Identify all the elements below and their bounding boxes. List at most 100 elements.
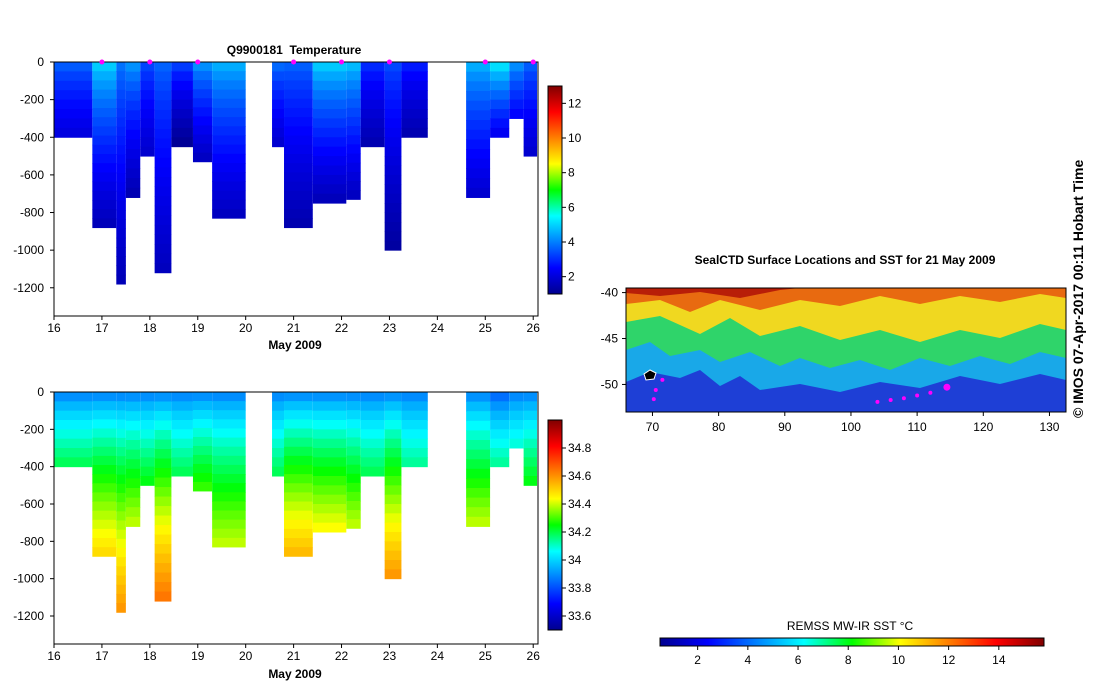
profile-7-cell-4 [192, 427, 213, 438]
profile-14-cell-16 [384, 212, 402, 223]
profile-15-cell-5 [401, 438, 428, 449]
x-tick-label: 16 [47, 321, 61, 335]
profile-12-cell-8 [346, 135, 361, 145]
profile-3-cell-12 [125, 507, 141, 518]
profile-2-cell-12 [116, 173, 126, 183]
profile-2-cell-3 [116, 419, 126, 430]
profile-13-cell-3 [360, 420, 385, 430]
y-tick-label: -200 [20, 422, 44, 436]
profile-13-cell-1 [360, 401, 385, 412]
profile-1-cell-15 [92, 199, 117, 210]
x-tick-label: 19 [191, 649, 205, 663]
profile-3-cell-0 [125, 62, 141, 73]
profile-1-cell-17 [92, 218, 117, 229]
profile-13-cell-8 [360, 466, 385, 477]
profile-9-cell-8 [272, 137, 285, 148]
profile-2-cell-12 [116, 502, 126, 512]
profile-7-cell-0 [192, 392, 213, 402]
profile-5-cell-9 [154, 477, 172, 488]
profile-6-cell-2 [171, 410, 193, 421]
profile-14-cell-15 [384, 203, 402, 214]
profile-12-cell-8 [346, 464, 361, 475]
sst-field [626, 288, 1066, 412]
profile-14-cell-4 [384, 99, 402, 110]
profile-15-cell-1 [401, 401, 428, 412]
profile-14-cell-2 [384, 80, 402, 91]
profile-5-cell-2 [154, 411, 172, 422]
profile-7-cell-8 [192, 463, 213, 474]
profile-4-cell-0 [140, 62, 155, 72]
colorbar-tick-label: 2 [568, 270, 575, 284]
profile-6-cell-4 [171, 99, 193, 110]
profile-16-cell-9 [466, 149, 491, 160]
profile-17-cell-7 [490, 457, 510, 468]
profile-13-cell-2 [360, 410, 385, 421]
temperature-colorbar-ticks: 2 4 6 8 10 12 [562, 96, 582, 284]
profile-14-cell-12 [384, 504, 402, 514]
profile-11-cell-14 [312, 193, 347, 204]
profile-19-cell-0 [523, 392, 538, 402]
profile-11-cell-11 [312, 165, 347, 176]
profile-11-cell-9 [312, 476, 347, 486]
profile-8-cell-0 [212, 62, 246, 72]
profile-14-cell-10 [384, 485, 402, 496]
profile-10-cell-5 [284, 437, 313, 448]
profile-19-cell-5 [523, 438, 538, 449]
seal-location-point [660, 377, 665, 382]
profile-9-cell-4 [272, 429, 285, 440]
profile-11-cell-2 [312, 410, 347, 421]
profile-0-cell-4 [54, 99, 93, 110]
profile-17-cell-3 [490, 420, 510, 430]
x-tick-label: 22 [335, 321, 349, 335]
profile-19-cell-1 [523, 401, 538, 412]
profile-15-cell-7 [401, 127, 428, 138]
sst-map-panel: SealCTD Surface Locations and SST for 21… [601, 253, 1067, 667]
profile-7-cell-5 [192, 436, 213, 447]
map-y-tick-label: -45 [601, 332, 619, 346]
profile-11-cell-7 [312, 127, 347, 138]
profile-2-cell-17 [116, 548, 126, 558]
colorbar-tick-label: 4 [568, 235, 575, 249]
profile-5-cell-11 [154, 496, 172, 507]
profile-4-cell-1 [140, 71, 155, 82]
profile-6-cell-2 [171, 80, 193, 91]
y-tick-label: -1200 [13, 281, 44, 295]
profile-11-cell-13 [312, 184, 347, 195]
sst-colorbar-tick-label: 14 [992, 653, 1006, 667]
profile-2-cell-20 [116, 247, 126, 257]
profile-4-cell-7 [140, 457, 155, 468]
sst-colorbar [659, 637, 1045, 647]
profile-11-cell-8 [312, 137, 347, 148]
profile-9-cell-2 [272, 410, 285, 421]
y-tick-label: -1000 [13, 243, 44, 257]
profile-10-cell-6 [284, 117, 313, 127]
profile-19-cell-3 [523, 90, 538, 101]
profile-6-cell-3 [171, 420, 193, 430]
profile-12-cell-7 [346, 126, 361, 136]
surface-marker [195, 59, 201, 65]
profile-12-cell-4 [346, 428, 361, 438]
profile-11-cell-2 [312, 80, 347, 91]
profile-3-cell-6 [125, 449, 141, 460]
profile-4-cell-4 [140, 429, 155, 440]
map-x-tick-label: 80 [712, 420, 726, 434]
profile-8-cell-13 [212, 181, 246, 192]
profile-19-cell-5 [523, 109, 538, 119]
profile-1-cell-5 [92, 107, 117, 118]
profile-3-cell-3 [125, 91, 141, 102]
profile-11-cell-0 [312, 62, 347, 72]
profile-19-cell-3 [523, 420, 538, 430]
profile-12-cell-5 [346, 107, 361, 118]
profile-13-cell-0 [360, 392, 385, 402]
profile-8-cell-6 [212, 446, 246, 457]
profile-10-cell-3 [284, 419, 313, 430]
profile-18-cell-0 [509, 62, 524, 72]
profile-8-cell-15 [212, 199, 246, 210]
profile-10-cell-9 [284, 474, 313, 484]
profile-16-cell-2 [466, 411, 491, 422]
profile-17-cell-2 [490, 410, 510, 421]
profile-10-cell-2 [284, 80, 313, 91]
profile-8-cell-15 [212, 528, 246, 539]
profile-2-cell-17 [116, 219, 126, 230]
